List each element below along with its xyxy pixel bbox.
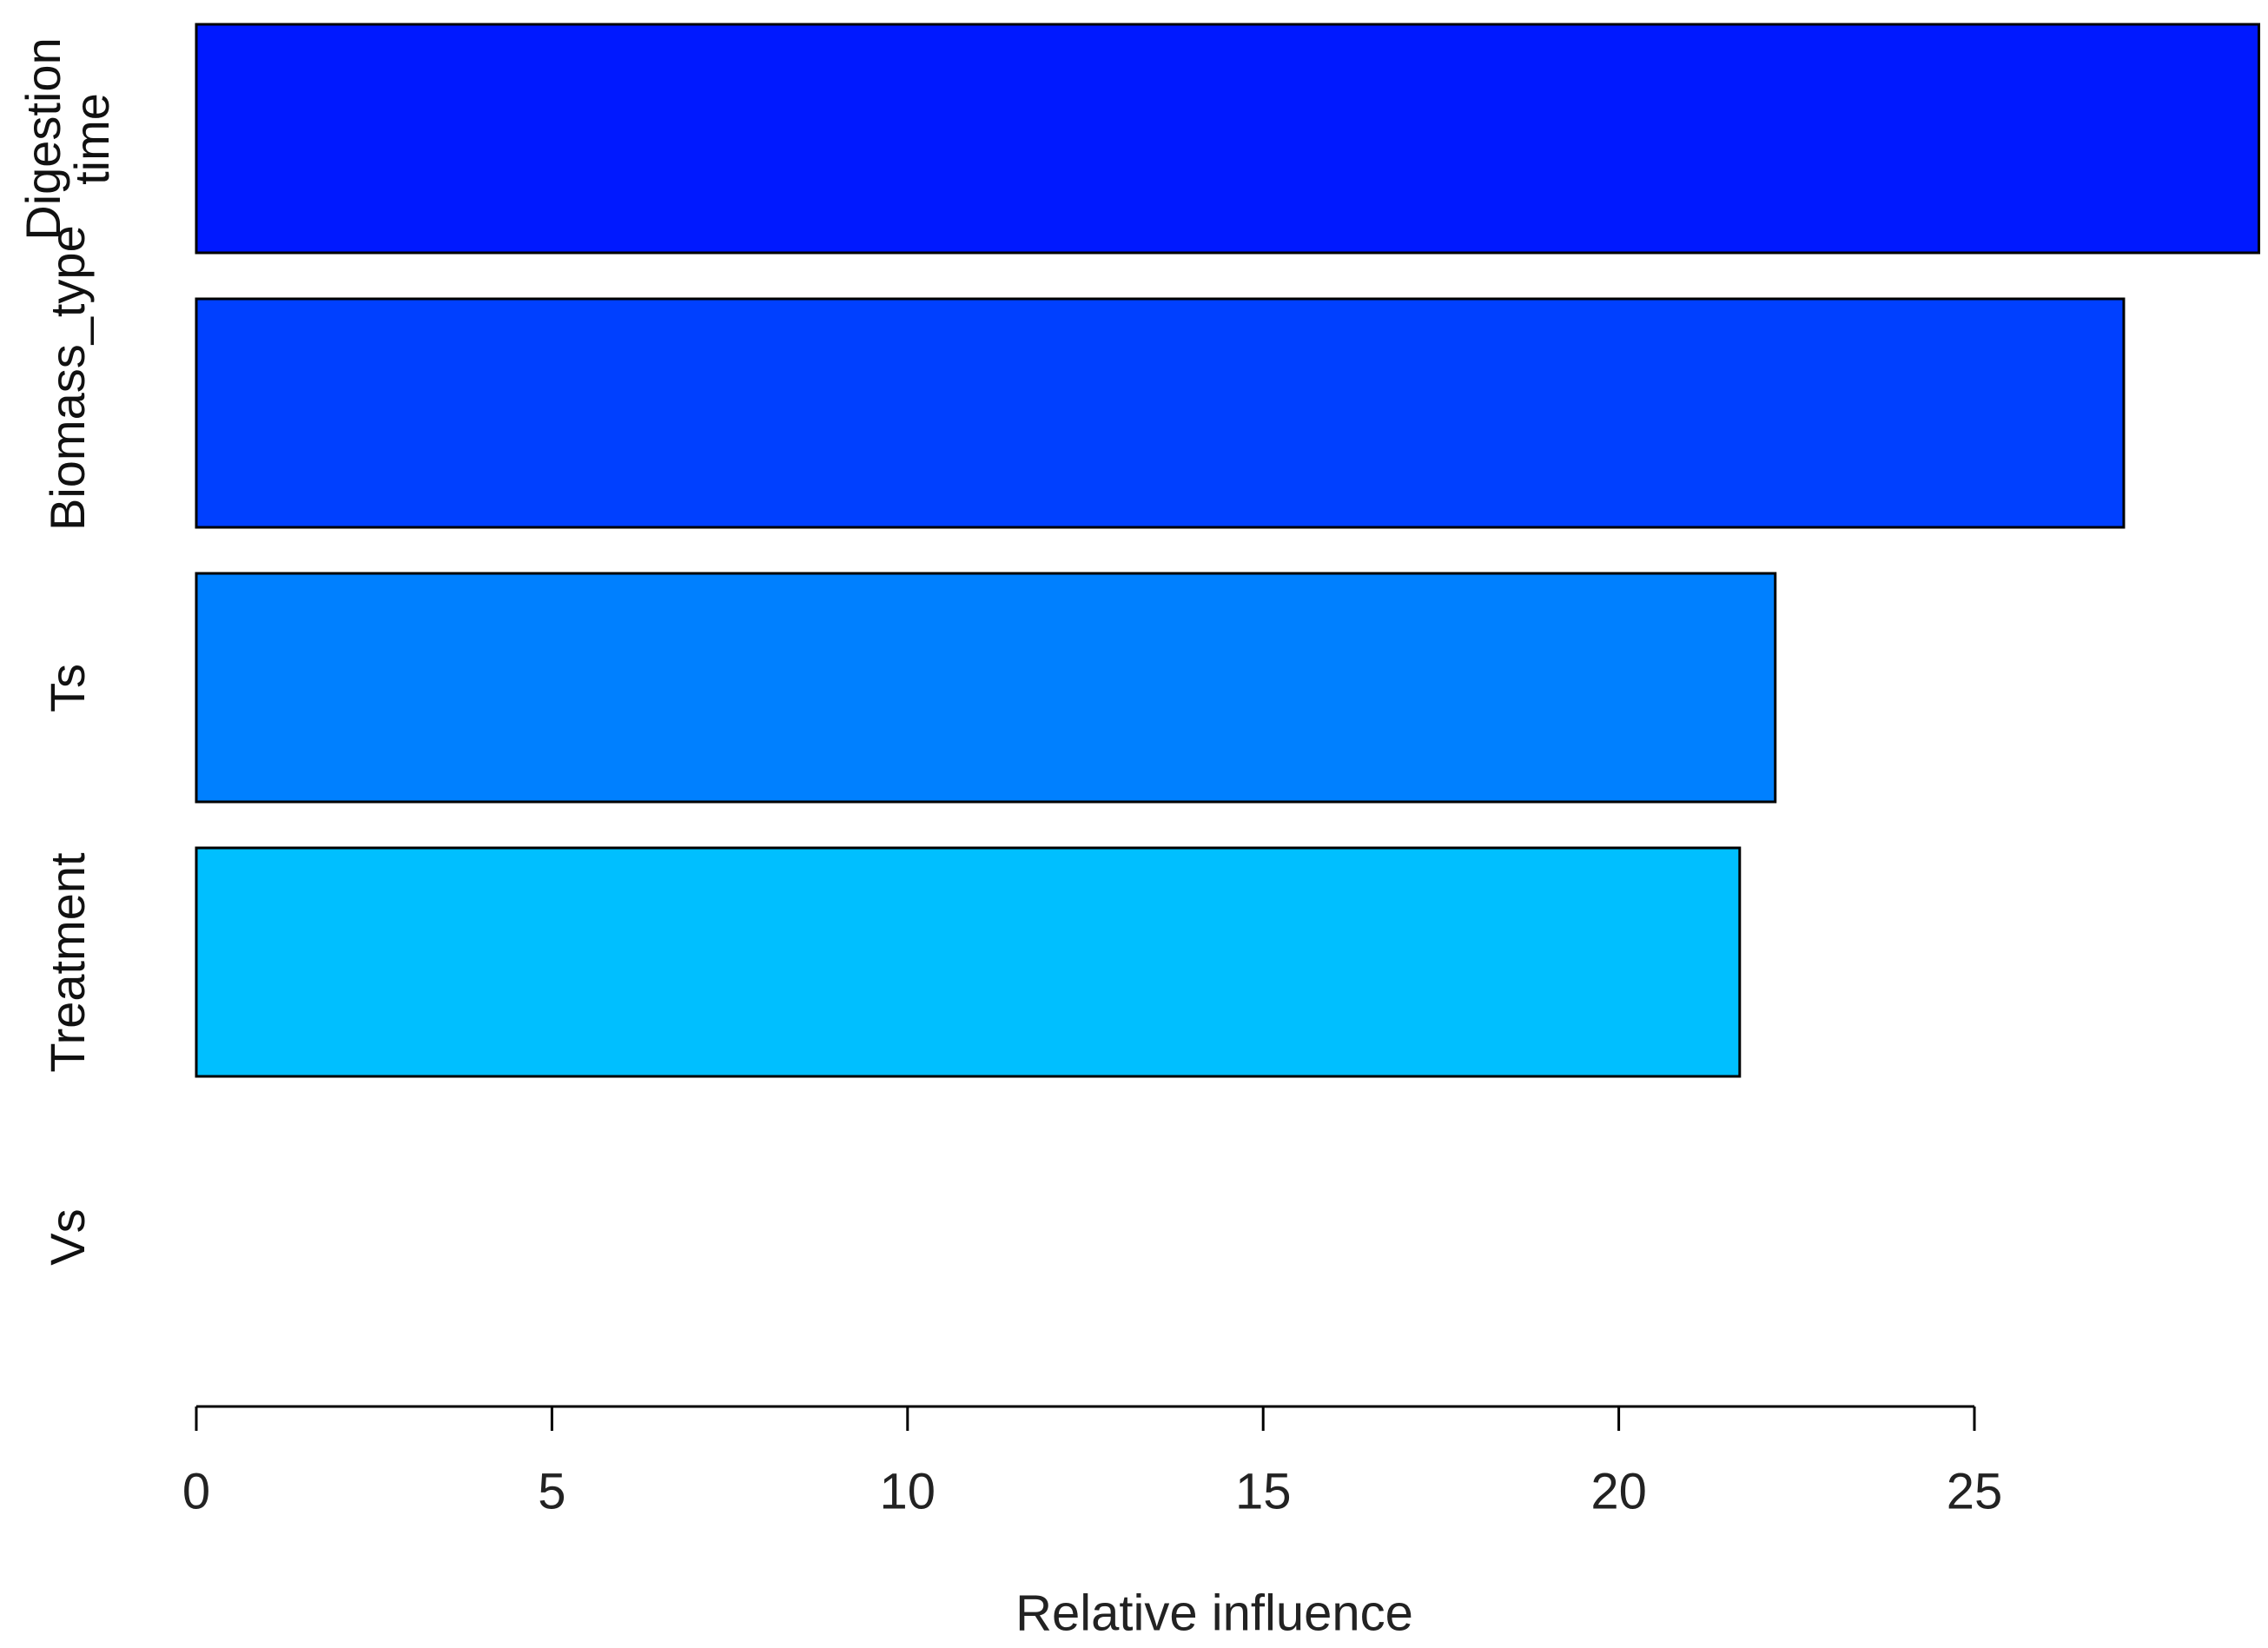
bar bbox=[195, 297, 2126, 529]
x-axis-title: Relative influence bbox=[1015, 1585, 1413, 1641]
bar bbox=[195, 23, 2261, 255]
y-tick-label: Digestion time bbox=[16, 36, 119, 241]
y-tick-label: Vs bbox=[40, 1208, 95, 1266]
y-tick-label: Ts bbox=[40, 663, 95, 712]
bar bbox=[195, 572, 1777, 804]
y-tick-label: Biomass_type bbox=[40, 224, 95, 531]
x-tick-label: 0 bbox=[182, 1463, 210, 1519]
x-tick-label: 25 bbox=[1947, 1463, 2003, 1519]
x-tick-label: 10 bbox=[880, 1463, 936, 1519]
y-tick-label: Treatment bbox=[40, 851, 95, 1073]
x-tick-label: 20 bbox=[1590, 1463, 1647, 1519]
x-tick-label: 5 bbox=[538, 1463, 565, 1519]
x-tick-label: 15 bbox=[1235, 1463, 1292, 1519]
bar bbox=[195, 846, 1742, 1078]
